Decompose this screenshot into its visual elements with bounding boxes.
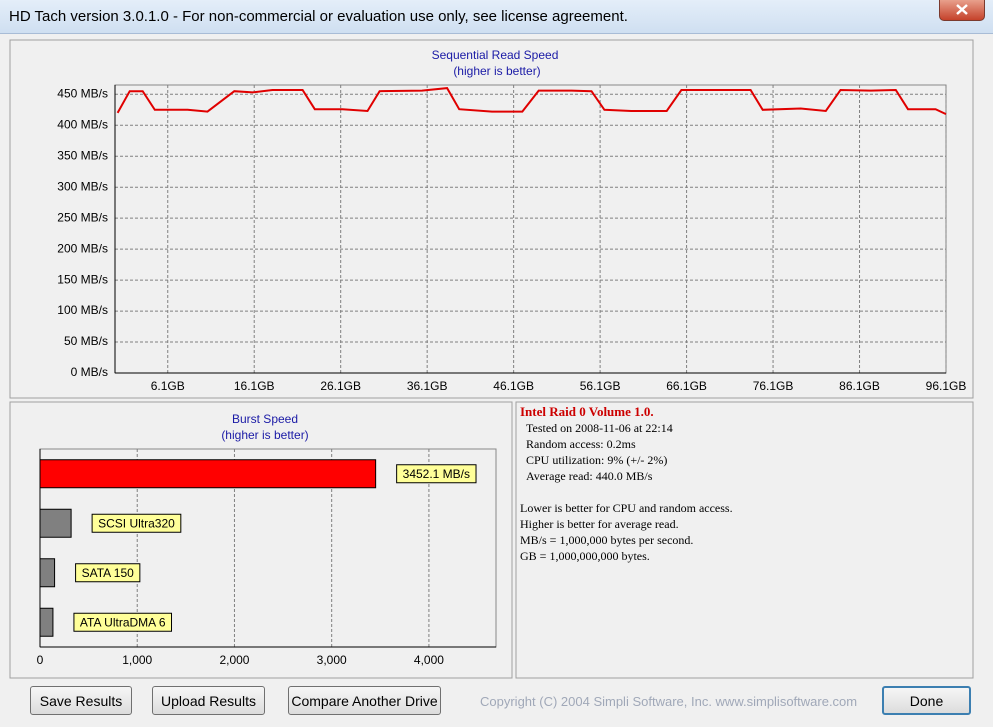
x-tick-label: 96.1GB: [926, 379, 967, 393]
bar: [39, 459, 377, 489]
panel: [515, 401, 974, 679]
bar-label: ATA UltraDMA 6: [80, 615, 166, 629]
y-tick-label: 100 MB/s: [57, 303, 108, 317]
chart-title: Burst Speed: [232, 412, 298, 426]
y-tick-label: 350 MB/s: [57, 148, 108, 162]
title-bar: HD Tach version 3.0.1.0 - For non-commer…: [0, 0, 993, 34]
button[interactable]: Upload Results: [152, 686, 265, 715]
chart-title: Sequential Read Speed: [432, 48, 559, 62]
bar: [39, 558, 56, 588]
value-label: 3452.1 MB/s: [403, 467, 470, 481]
label-box: [75, 563, 141, 583]
info-line: Average read: 440.0 MB/s: [526, 469, 653, 483]
info-line: Random access: 0.2ms: [526, 437, 636, 451]
copyright: Copyright (C) 2004 Simpli Software, Inc.…: [480, 694, 858, 709]
bar: [39, 607, 54, 637]
note: MB/s = 1,000,000 bytes per second.: [520, 533, 694, 547]
close-button[interactable]: [939, 0, 985, 21]
y-tick-label: 0 MB/s: [71, 365, 108, 379]
label-box: [396, 464, 477, 484]
x-tick-label: 56.1GB: [580, 379, 621, 393]
chart-subtitle: (higher is better): [453, 64, 540, 78]
y-tick-label: 50 MB/s: [64, 334, 108, 348]
window-title: HD Tach version 3.0.1.0 - For non-commer…: [9, 8, 628, 25]
x-tick-label: 26.1GB: [320, 379, 361, 393]
x-tick-label: 86.1GB: [839, 379, 880, 393]
note: Lower is better for CPU and random acces…: [520, 501, 733, 515]
x-tick-label: 0: [37, 653, 44, 667]
y-tick-label: 400 MB/s: [57, 117, 108, 131]
bar: [39, 508, 72, 538]
x-tick-label: 2,000: [219, 653, 249, 667]
x-tick-label: 4,000: [414, 653, 444, 667]
label-box: [91, 513, 182, 533]
note: Higher is better for average read.: [520, 517, 679, 531]
x-tick-label: 66.1GB: [666, 379, 707, 393]
x-tick-label: 46.1GB: [493, 379, 534, 393]
plot-area: [114, 84, 947, 374]
y-tick-label: 200 MB/s: [57, 241, 108, 255]
y-tick-label: 150 MB/s: [57, 272, 108, 286]
info-panel: Intel Raid 0 Volume 1.0. Tested on 2008-…: [520, 404, 733, 564]
x-tick-label: 6.1GB: [151, 379, 185, 393]
button[interactable]: Save Results: [30, 686, 132, 715]
y-tick-label: 450 MB/s: [57, 86, 108, 100]
y-tick-label: 250 MB/s: [57, 210, 108, 224]
note: GB = 1,000,000,000 bytes.: [520, 549, 650, 563]
x-tick-label: 76.1GB: [753, 379, 794, 393]
chart-subtitle: (higher is better): [221, 428, 308, 442]
x-tick-label: 36.1GB: [407, 379, 448, 393]
bar-label: SCSI Ultra320: [98, 516, 175, 530]
x-tick-label: 1,000: [122, 653, 152, 667]
bar-label: SATA 150: [82, 566, 135, 580]
button[interactable]: Compare Another Drive: [288, 686, 441, 715]
x-tick-label: 3,000: [317, 653, 347, 667]
x-tick-label: 16.1GB: [234, 379, 275, 393]
label-box: [73, 612, 173, 632]
data-line: [116, 87, 947, 116]
drive-name: Intel Raid 0 Volume 1.0.: [520, 404, 654, 419]
info-line: Tested on 2008-11-06 at 22:14: [526, 421, 673, 435]
y-tick-label: 300 MB/s: [57, 179, 108, 193]
button[interactable]: Done: [882, 686, 971, 715]
close-icon: [956, 4, 968, 15]
info-line: CPU utilization: 9% (+/- 2%): [526, 453, 668, 467]
